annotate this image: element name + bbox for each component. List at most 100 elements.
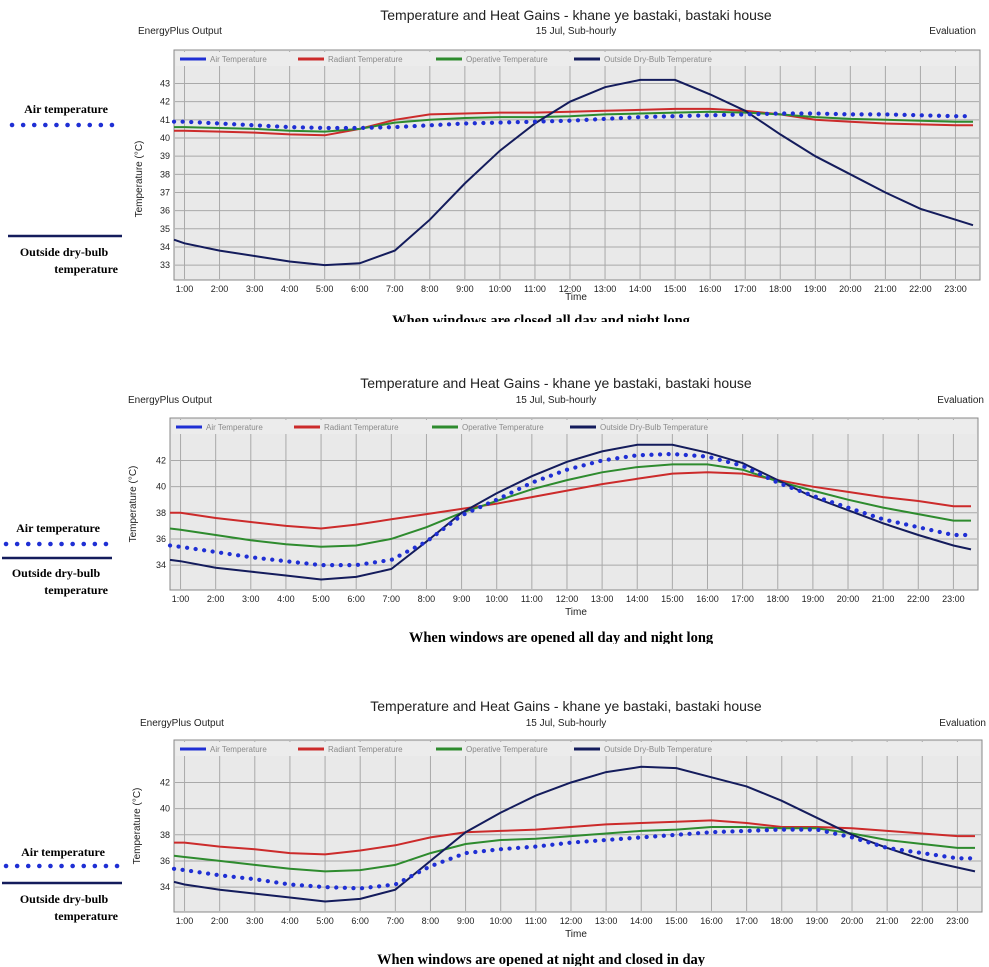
x-tick-label: 16:00 — [700, 916, 723, 926]
x-tick-label: 8:00 — [422, 916, 440, 926]
y-tick-label: 38 — [156, 508, 166, 518]
x-tick-label: 2:00 — [211, 916, 229, 926]
y-axis-label: Temperature (°C) — [128, 466, 139, 543]
x-tick-label: 8:00 — [418, 594, 436, 604]
side-legend: Air temperature Outside dry-bulb tempera… — [8, 102, 125, 276]
x-tick-label: 23:00 — [944, 284, 967, 294]
y-tick-labels: 34 36 38 40 42 — [156, 456, 166, 571]
x-tick-label: 4:00 — [281, 284, 299, 294]
header-left-label: EnergyPlus Output — [138, 26, 222, 37]
x-tick-label: 19:00 — [806, 916, 829, 926]
legend-label-radiant-temperature: Radiant Temperature — [328, 55, 403, 64]
x-tick-label: 22:00 — [911, 916, 934, 926]
chart-subtitle: 15 Jul, Sub-hourly — [516, 395, 597, 406]
x-tick-label: 17:00 — [735, 916, 758, 926]
y-axis-label: Temperature (°C) — [132, 788, 143, 865]
series-line-operative-temperature — [174, 110, 973, 133]
x-tick-label: 14:00 — [626, 594, 649, 604]
header-left-label: EnergyPlus Output — [140, 718, 224, 729]
series-line-operative-temperature — [169, 463, 971, 548]
x-tick-label: 11:00 — [525, 916, 547, 926]
x-tick-label: 11:00 — [521, 594, 543, 604]
series-line-outside-dry-bulb-temperature — [173, 765, 976, 903]
x-axis-label: Time — [565, 929, 587, 940]
chart-svg: Air temperature Outside dry-bulb tempera… — [2, 698, 986, 966]
side-legend: Air temperature Outside dry-bulb tempera… — [2, 521, 115, 597]
x-axis-label: Time — [565, 607, 587, 618]
plot-area — [173, 49, 981, 281]
legend-label-air-temperature: Air Temperature — [206, 423, 263, 432]
legend-label-radiant-temperature: Radiant Temperature — [324, 423, 399, 432]
header-right-label: Evaluation — [937, 395, 984, 406]
x-tick-label: 20:00 — [841, 916, 864, 926]
x-tick-label: 23:00 — [942, 594, 965, 604]
x-tick-label: 3:00 — [246, 916, 264, 926]
chart-panel-opened: Air temperature Outside dry-bulb tempera… — [0, 322, 989, 644]
x-tick-label: 9:00 — [456, 284, 474, 294]
y-tick-label: 36 — [160, 206, 170, 216]
series-group — [167, 443, 974, 581]
x-tick-label: 15:00 — [665, 916, 688, 926]
y-tick-label: 40 — [160, 804, 170, 814]
series-line-radiant-temperature — [170, 471, 971, 530]
chart-svg: Air temperature Outside dry-bulb tempera… — [8, 7, 981, 322]
y-axis-label: Temperature (°C) — [134, 141, 145, 218]
side-legend: Air temperature Outside dry-bulb tempera… — [2, 845, 125, 923]
x-tick-label: 21:00 — [876, 916, 899, 926]
x-tick-label: 20:00 — [839, 284, 862, 294]
chart-panel-closed: Air temperature Outside dry-bulb tempera… — [0, 0, 989, 322]
x-tick-label: 16:00 — [696, 594, 719, 604]
x-tick-label: 18:00 — [769, 284, 792, 294]
x-tick-label: 5:00 — [312, 594, 330, 604]
x-tick-label: 6:00 — [351, 284, 369, 294]
x-tick-label: 21:00 — [872, 594, 895, 604]
legend: Air Temperature Radiant Temperature Operat… — [176, 52, 978, 66]
x-tick-label: 22:00 — [909, 284, 932, 294]
side-outside-temperature-label-line2: temperature — [54, 909, 118, 923]
x-tick-label: 8:00 — [421, 284, 439, 294]
y-tick-label: 40 — [160, 133, 170, 143]
legend-label-air-temperature: Air Temperature — [210, 745, 267, 754]
series-line-radiant-temperature — [174, 107, 973, 137]
header-left-label: EnergyPlus Output — [128, 395, 212, 406]
x-tick-labels: 1:00 2:00 3:00 4:00 5:00 6:00 7:00 8:00 9:00 10:0… — [172, 594, 965, 604]
x-tick-label: 6:00 — [347, 594, 365, 604]
legend-label-radiant-temperature: Radiant Temperature — [328, 745, 403, 754]
side-air-temperature-label: Air temperature — [21, 845, 106, 859]
x-tick-label: 15:00 — [661, 594, 684, 604]
x-tick-labels: 1:00 2:00 3:00 4:00 5:00 6:00 7:00 8:00 9:00 10:0… — [176, 916, 969, 926]
x-tick-labels: 1:00 2:00 3:00 4:00 5:00 6:00 7:00 8:00 9:00 10:0… — [176, 284, 967, 294]
y-tick-label: 34 — [160, 882, 170, 892]
y-tick-label: 42 — [160, 97, 170, 107]
legend-label-operative-temperature: Operative Temperature — [462, 423, 544, 432]
y-tick-label: 33 — [160, 260, 170, 270]
chart-caption: When windows are opened at night and clo… — [377, 952, 706, 966]
x-tick-label: 14:00 — [629, 284, 652, 294]
series-line-air-temperature — [171, 111, 976, 131]
x-tick-label: 9:00 — [453, 594, 471, 604]
x-tick-label: 5:00 — [316, 916, 334, 926]
header-right-label: Evaluation — [929, 26, 976, 37]
y-tick-label: 42 — [160, 778, 170, 788]
x-tick-label: 19:00 — [804, 284, 827, 294]
x-tick-label: 16:00 — [699, 284, 722, 294]
legend-label-outside-dry-bulb-temperature: Outside Dry-Bulb Temperature — [604, 55, 712, 64]
y-tick-labels: 34 36 38 40 42 — [160, 778, 170, 893]
legend-label-outside-dry-bulb-temperature: Outside Dry-Bulb Temperature — [604, 745, 712, 754]
x-tick-label: 7:00 — [387, 916, 405, 926]
x-tick-label: 17:00 — [731, 594, 754, 604]
chart-caption: When windows are closed all day and nigh… — [392, 313, 691, 322]
series-group — [171, 78, 976, 267]
chart-title: Temperature and Heat Gains - khane ye ba… — [360, 375, 752, 391]
x-tick-label: 10:00 — [489, 916, 512, 926]
chart-subtitle: 15 Jul, Sub-hourly — [536, 26, 617, 37]
side-outside-temperature-label-line1: Outside dry-bulb — [20, 892, 109, 906]
series-line-radiant-temperature — [174, 819, 975, 856]
series-line-outside-dry-bulb-temperature — [173, 78, 974, 267]
x-tick-label: 9:00 — [457, 916, 475, 926]
x-tick-label: 10:00 — [485, 594, 508, 604]
x-tick-label: 2:00 — [207, 594, 225, 604]
chart-subtitle: 15 Jul, Sub-hourly — [526, 718, 607, 729]
series-line-air-temperature — [167, 451, 974, 568]
plot-area — [169, 417, 979, 591]
